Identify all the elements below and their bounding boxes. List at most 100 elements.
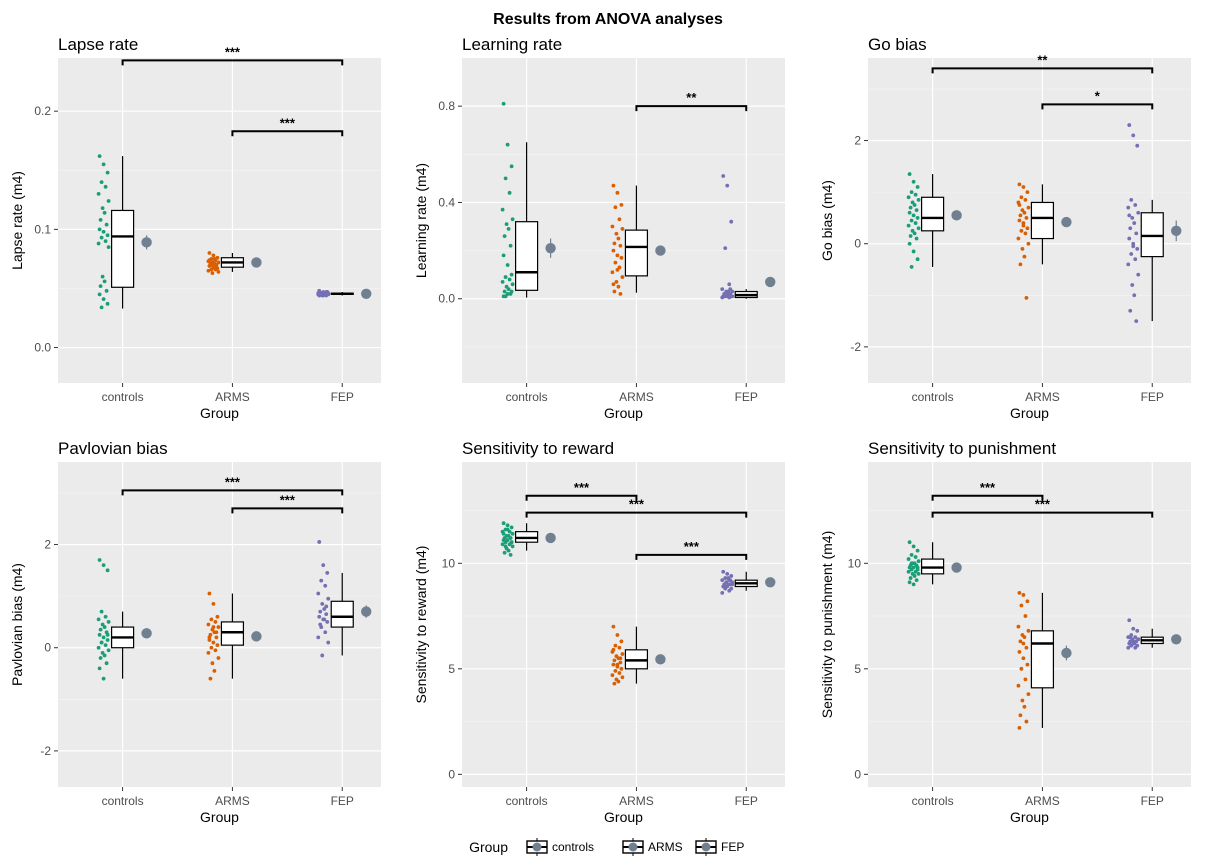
data-point-controls (912, 203, 917, 207)
data-point-controls (102, 653, 107, 658)
data-point-controls (101, 635, 106, 640)
data-point-arms (617, 671, 622, 675)
data-point-arms (618, 292, 623, 296)
data-point-fep (316, 591, 321, 596)
mean-point (251, 631, 262, 642)
data-point-arms (211, 253, 216, 258)
data-point-controls (916, 226, 921, 231)
x-tick-label: controls (102, 794, 144, 808)
data-point-controls (105, 638, 110, 642)
data-point-arms (1022, 635, 1027, 640)
data-point-controls (103, 239, 108, 244)
panel-pavlovian-bias: -2 0 2 controls ARMS FEP *** *** Pavlovian bias G… (9, 439, 381, 825)
data-point-arms (1018, 262, 1023, 267)
data-point-arms (1025, 226, 1030, 231)
data-point-arms (1026, 241, 1031, 246)
data-point-fep (727, 295, 732, 300)
data-point-controls (102, 625, 107, 629)
y-tick-label: 0.2 (34, 104, 51, 118)
data-point-arms (1017, 590, 1022, 595)
panel-title: Sensitivity to punishment (868, 439, 1056, 458)
data-point-controls (98, 218, 103, 222)
x-tick-label: ARMS (619, 390, 654, 404)
data-point-fep (720, 590, 725, 595)
data-point-fep (1131, 244, 1136, 249)
data-point-fep (318, 609, 323, 614)
data-point-arms (620, 227, 625, 231)
y-axis-label: Lapse rate (m4) (9, 171, 25, 270)
data-point-controls (98, 656, 103, 660)
data-point-fep (725, 571, 730, 576)
data-point-fep (320, 653, 325, 658)
significance-label: *** (225, 474, 241, 489)
data-point-controls (906, 223, 911, 228)
data-point-controls (97, 558, 102, 562)
data-point-controls (911, 582, 916, 587)
data-point-arms (1019, 666, 1024, 671)
legend-label-fep: FEP (721, 840, 744, 854)
data-point-fep (1129, 197, 1134, 202)
panel-background (58, 58, 381, 383)
x-axis-label: Group (1010, 405, 1049, 421)
data-point-controls (97, 227, 102, 232)
data-point-arms (612, 681, 617, 686)
data-point-arms (616, 679, 621, 684)
data-point-controls (510, 531, 515, 536)
data-point-arms (1018, 639, 1023, 644)
data-point-arms (211, 640, 216, 645)
x-tick-label: controls (506, 390, 548, 404)
x-tick-label: FEP (331, 794, 354, 808)
y-tick-label: 0 (854, 767, 861, 781)
data-point-fep (1126, 262, 1131, 267)
data-point-arms (214, 630, 219, 635)
data-point-controls (914, 236, 919, 241)
data-point-controls (97, 666, 102, 671)
data-point-controls (103, 184, 108, 189)
data-point-fep (324, 604, 329, 609)
data-point-arms (214, 265, 219, 270)
data-point-controls (910, 228, 915, 233)
data-point-fep (318, 622, 323, 627)
significance-bracket (231, 130, 344, 137)
data-point-arms (1025, 190, 1030, 195)
data-point-arms (613, 669, 618, 673)
data-point-controls (105, 233, 110, 238)
significance-bracket (635, 553, 748, 560)
data-point-controls (100, 650, 105, 655)
data-point-arms (1021, 593, 1026, 597)
x-axis-label: Group (200, 405, 239, 421)
data-point-arms (214, 635, 219, 640)
data-point-fep (727, 282, 732, 287)
data-point-controls (500, 207, 505, 212)
data-point-controls (101, 162, 106, 167)
data-point-controls (99, 640, 104, 645)
data-point-fep (318, 291, 323, 296)
data-point-fep (1132, 293, 1137, 298)
data-point-arms (1026, 692, 1031, 697)
data-point-arms (1024, 295, 1029, 300)
legend-key-arms (622, 838, 644, 856)
data-point-fep (325, 571, 330, 575)
data-point-controls (106, 620, 111, 624)
data-point-arms (619, 639, 624, 644)
data-point-fep (323, 583, 328, 588)
box-fep (1140, 212, 1164, 258)
panel-background (868, 462, 1191, 787)
data-point-fep (1128, 635, 1133, 640)
data-point-controls (506, 287, 511, 292)
data-point-controls (509, 289, 514, 294)
data-point-controls (105, 632, 110, 637)
data-point-arms (614, 231, 619, 236)
significance-label: *** (280, 115, 296, 130)
data-point-controls (911, 213, 916, 218)
panel-title: Learning rate (462, 35, 562, 54)
data-point-arms (211, 625, 216, 629)
data-point-arms (1019, 228, 1024, 233)
data-point-fep (325, 620, 330, 624)
data-point-fep (317, 540, 322, 544)
data-point-controls (103, 643, 108, 648)
mean-point (1171, 225, 1182, 237)
data-point-controls (509, 164, 514, 169)
x-tick-label: controls (506, 794, 548, 808)
x-tick-label: ARMS (619, 794, 654, 808)
